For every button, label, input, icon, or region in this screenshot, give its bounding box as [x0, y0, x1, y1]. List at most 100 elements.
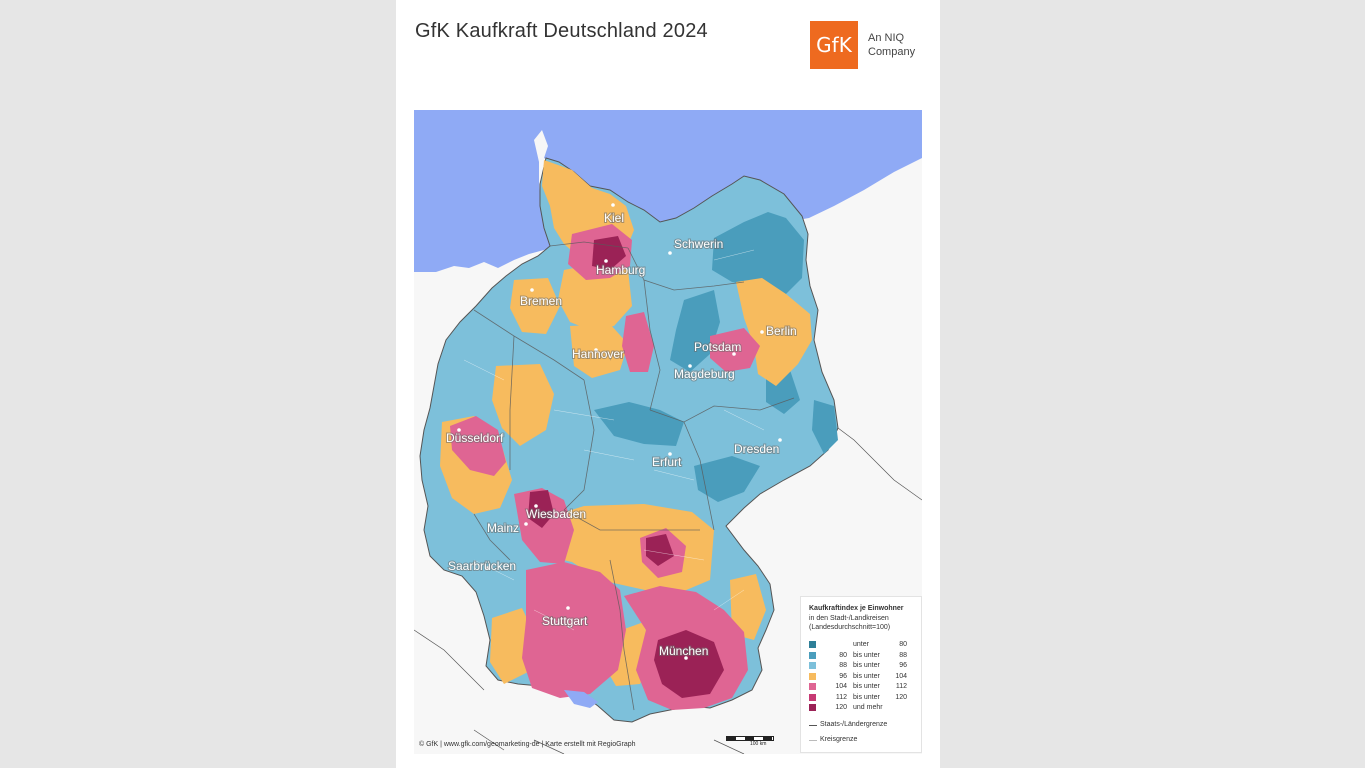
legend-mid: bis unter — [853, 652, 880, 659]
region-lower-saxony-avg — [558, 262, 632, 330]
region-frankfurt-top — [528, 490, 554, 528]
scale-bar-label: 100 km — [750, 741, 767, 747]
city-label-schwerin: Schwerin — [674, 237, 723, 251]
region-vogtland-low — [694, 456, 760, 502]
legend-state-border-label: Staats-/Ländergrenze — [820, 721, 888, 728]
city-label-bremen: Bremen — [520, 294, 562, 308]
legend-to: 88 — [899, 652, 907, 659]
city-label-stuttgart: Stuttgart — [542, 614, 588, 628]
legend-from: 88 — [839, 662, 847, 669]
legend-to: 112 — [895, 683, 907, 690]
region-east-low — [712, 212, 804, 300]
district-borders — [463, 249, 765, 631]
legend-mid: bis unter — [853, 662, 880, 669]
legend-from: 120 — [835, 704, 847, 711]
city-dot-potsdam — [732, 352, 736, 356]
city-dot-bremen — [530, 288, 534, 292]
scale-bar-graphic — [726, 736, 774, 741]
page-title: GfK Kaufkraft Deutschland 2024 — [415, 20, 708, 42]
region-wolfsburg-high — [622, 312, 654, 372]
legend-class-1: unter 80 — [809, 641, 915, 649]
region-dusseldorf-high — [450, 416, 506, 476]
region-erlangen-top — [646, 534, 674, 566]
city-label-magdeburg: Magdeburg — [674, 367, 735, 381]
city-dot-wiesbaden — [534, 504, 538, 508]
region-potsdam-high — [710, 328, 760, 372]
region-lusatia-low — [812, 400, 838, 454]
legend-swatch — [809, 704, 816, 711]
legend-from: 104 — [835, 683, 847, 690]
city-label-hannover: Hannover — [572, 347, 624, 361]
gfk-logo: GfK — [810, 21, 858, 69]
lake-constance — [564, 690, 598, 708]
city-dot-stuttgart — [566, 606, 570, 610]
legend-mid: bis unter — [853, 673, 880, 680]
region-hannover-avg — [570, 324, 628, 378]
sea-area — [414, 110, 922, 272]
city-label-dusseldorf: Düsseldorf — [446, 431, 504, 445]
germany-purchasing-power-map: Kiel Hamburg Schwerin Bremen Hannover Po… — [414, 110, 922, 754]
region-berlin-avg — [736, 278, 812, 386]
legend-mid: unter — [853, 641, 869, 648]
legend-from: 96 — [839, 673, 847, 680]
legend-swatch — [809, 662, 816, 669]
legend-from: 80 — [839, 652, 847, 659]
city-dot-dresden — [778, 438, 782, 442]
state-borders — [473, 241, 795, 711]
city-label-wiesbaden: Wiesbaden — [526, 507, 586, 521]
city-label-saarbrucken: Saarbrücken — [448, 559, 516, 573]
legend-class-7: 120 und mehr — [809, 704, 915, 712]
city-dot-hamburg — [604, 259, 608, 263]
city-dot-mainz — [524, 522, 528, 526]
region-bavaria-east-avg — [730, 574, 766, 640]
city-dot-saarbrucken — [486, 566, 490, 570]
legend-mid: bis unter — [853, 694, 880, 701]
city-label-dresden: Dresden — [734, 442, 779, 456]
region-westphalia-avg — [492, 364, 554, 446]
legend-class-2: 80 bis unter 88 — [809, 652, 915, 660]
map-credit: © GfK | www.gfk.com/geomarketing-de | Ka… — [419, 741, 636, 748]
legend-class-5: 104 bis unter 112 — [809, 683, 915, 691]
legend-mid: bis unter — [853, 683, 880, 690]
city-label-kiel: Kiel — [604, 211, 624, 225]
city-label-potsdam: Potsdam — [694, 340, 741, 354]
scale-bar: 100 km — [726, 736, 778, 748]
city-label-munchen: München — [659, 644, 708, 658]
legend-class-6: 112 bis unter 120 — [809, 694, 915, 702]
legend-subtitle-2: (Landesdurchschnitt=100) — [809, 624, 891, 631]
legend-from: 112 — [835, 694, 847, 701]
legend-swatch — [809, 673, 816, 680]
legend-state-border-line — [809, 725, 817, 726]
legend-swatch — [809, 652, 816, 659]
legend-subtitle-1: in den Stadt-/Landkreisen — [809, 615, 889, 622]
region-thuringia-low — [594, 402, 684, 446]
city-dot-schwerin — [668, 251, 672, 255]
city-markers: Kiel Hamburg Schwerin Bremen Hannover Po… — [445, 203, 798, 660]
legend-district-border-label: Kreisgrenze — [820, 736, 858, 743]
region-bremen-avg — [510, 278, 560, 334]
map-legend: Kaufkraftindex je Einwohner in den Stadt… — [800, 596, 922, 753]
city-label-erfurt: Erfurt — [652, 455, 682, 469]
legend-to: 80 — [899, 641, 907, 648]
city-dot-magdeburg — [688, 364, 692, 368]
map-poster: GfK Kaufkraft Deutschland 2024 GfK An NI… — [396, 0, 940, 768]
region-munich-top — [654, 630, 724, 698]
city-label-berlin: Berlin — [766, 324, 797, 338]
city-dot-hannover — [594, 348, 598, 352]
city-dot-berlin — [760, 330, 764, 334]
legend-title: Kaufkraftindex je Einwohner — [809, 605, 904, 612]
legend-to: 96 — [899, 662, 907, 669]
legend-district-border-line — [809, 740, 817, 741]
city-dot-erfurt — [668, 452, 672, 456]
legend-swatch — [809, 641, 816, 648]
logo-tagline: An NIQ Company — [868, 32, 916, 58]
city-label-hamburg: Hamburg — [596, 263, 645, 277]
legend-to: 120 — [895, 694, 907, 701]
legend-class-3: 88 bis unter 96 — [809, 662, 915, 670]
city-label-mainz: Mainz — [487, 521, 519, 535]
choropleth-svg: Kiel Hamburg Schwerin Bremen Hannover Po… — [414, 110, 922, 754]
legend-class-4: 96 bis unter 104 — [809, 673, 915, 681]
city-dot-kiel — [611, 203, 615, 207]
city-dot-munchen — [684, 656, 688, 660]
legend-swatch — [809, 683, 816, 690]
